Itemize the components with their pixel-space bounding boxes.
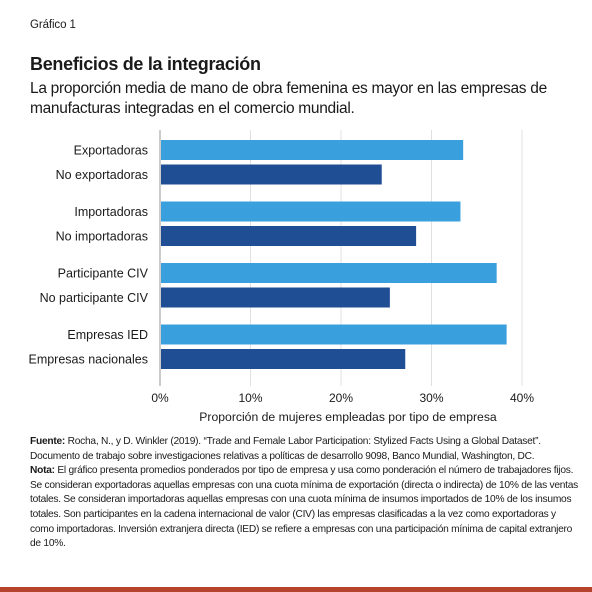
category-label: Exportadoras — [74, 144, 148, 158]
category-label: Importadoras — [74, 205, 148, 219]
x-tick-label: 10% — [238, 391, 262, 405]
chart-subtitle: La proporción media de mano de obra feme… — [30, 80, 547, 117]
x-tick-label: 20% — [329, 391, 353, 405]
x-axis-label: Proporción de mujeres empleadas por tipo… — [199, 410, 497, 424]
category-label: No importadoras — [56, 230, 148, 244]
note-label: Nota: — [30, 465, 55, 477]
bar — [161, 140, 464, 160]
chart-title: Beneficios de la integración — [30, 54, 261, 74]
bar — [161, 287, 390, 308]
bar — [161, 263, 497, 283]
bar — [161, 349, 406, 369]
category-label: Empresas nacionales — [28, 353, 148, 367]
bar-chart: Exportadoras No exportadoras Importadoras N… — [28, 130, 534, 424]
bar — [161, 226, 417, 246]
notes-block: Fuente: Rocha, N., y D. Winkler (2019). … — [30, 435, 578, 552]
bar — [161, 164, 382, 185]
bottom-rule — [0, 587, 592, 592]
x-tick-labels: 0% 10% 20% 30% 40% — [151, 391, 534, 405]
category-label: No exportadoras — [56, 168, 148, 182]
x-tick-label: 30% — [419, 391, 443, 405]
category-labels: Exportadoras No exportadoras Importadoras N… — [28, 144, 148, 367]
note-text: El gráfico presenta promedios ponderados… — [30, 465, 579, 550]
category-label: Empresas IED — [67, 328, 148, 342]
source-note: Fuente: Rocha, N., y D. Winkler (2019). … — [30, 435, 578, 464]
methodology-note: Nota: El gráfico presenta promedios pond… — [30, 464, 578, 552]
x-tick-label: 0% — [151, 391, 169, 405]
source-label: Fuente: — [30, 436, 66, 447]
x-tick-label: 40% — [510, 391, 534, 405]
source-text: Rocha, N., y D. Winkler (2019). “Trade a… — [30, 436, 541, 462]
bar — [161, 201, 461, 222]
category-label: Participante CIV — [58, 267, 149, 281]
bar — [161, 324, 507, 345]
bars — [161, 140, 507, 369]
category-label: No participante CIV — [40, 291, 149, 305]
chart-number-label: Gráfico 1 — [30, 19, 76, 31]
